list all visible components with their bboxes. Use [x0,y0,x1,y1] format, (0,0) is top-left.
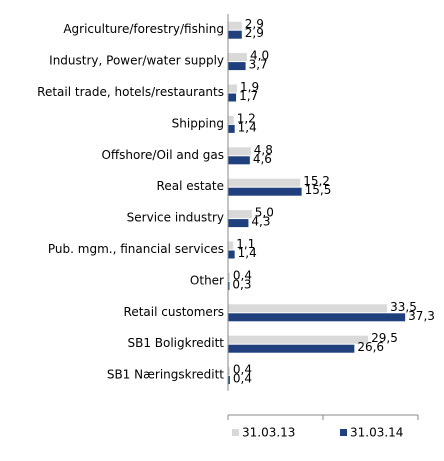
bar [228,335,369,344]
bar [228,84,238,93]
value-label: 5,0 [255,206,274,220]
legend-swatch [232,429,239,436]
value-label: 1,4 [238,120,257,134]
bar [228,156,250,165]
y-tick-label: Industry, Power/water supply [49,54,224,68]
bar [228,30,242,39]
value-label: 33,5 [390,300,417,314]
legend-label: 31.03.13 [242,426,295,440]
value-label: 1,2 [237,111,256,125]
bar [228,124,235,133]
value-label: 1,7 [239,89,258,103]
value-label: 0,4 [233,363,252,377]
bar [228,62,246,71]
bar [228,272,230,281]
value-label: 4,8 [254,143,273,157]
value-label: 2,9 [245,26,264,40]
bar [228,367,230,376]
bar [228,313,406,322]
value-label: 37,3 [408,309,435,323]
value-label: 3,7 [249,58,268,72]
bar [228,250,235,259]
y-tick-label: Service industry [127,211,224,225]
bar [228,219,249,228]
bar [228,241,234,250]
bar [228,147,251,156]
bar [228,281,230,290]
value-label: 29,5 [371,331,398,345]
bar [228,210,252,219]
value-label: 4,3 [251,215,270,229]
value-label: 0,4 [233,372,252,386]
y-tick-label: Offshore/Oil and gas [101,148,224,162]
value-label: 1,4 [238,246,257,260]
y-tick-label: Retail customers [124,305,224,319]
value-label: 26,6 [357,340,384,354]
bar [228,178,301,187]
bar [228,53,247,62]
bar [228,93,237,102]
value-label: 15,5 [305,183,332,197]
y-tick-label: Agriculture/forestry/fishing [63,22,224,36]
y-tick-label: Other [190,273,224,287]
bar [228,115,234,124]
y-tick-label: SB1 Næringskreditt [107,368,224,382]
y-tick-label: Shipping [172,116,224,130]
bar [228,304,388,313]
legend-swatch [340,429,347,436]
bar [228,344,355,353]
value-label: 0,3 [232,277,251,291]
value-label: 1,1 [236,237,255,251]
value-label: 4,6 [253,152,272,166]
bar [228,187,302,196]
bar [228,21,242,30]
value-label: 15,2 [303,174,330,188]
bar [228,376,230,385]
y-tick-label: Real estate [157,179,224,193]
value-label: 1,9 [240,80,259,94]
value-label: 0,4 [233,268,252,282]
y-tick-label: Retail trade, hotels/restaurants [37,85,224,99]
y-tick-label: SB1 Boligkreditt [127,336,224,350]
value-label: 2,9 [245,17,264,31]
y-tick-label: Pub. mgm., financial services [48,242,224,256]
value-label: 4,0 [250,49,269,63]
legend-label: 31.03.14 [350,426,403,440]
